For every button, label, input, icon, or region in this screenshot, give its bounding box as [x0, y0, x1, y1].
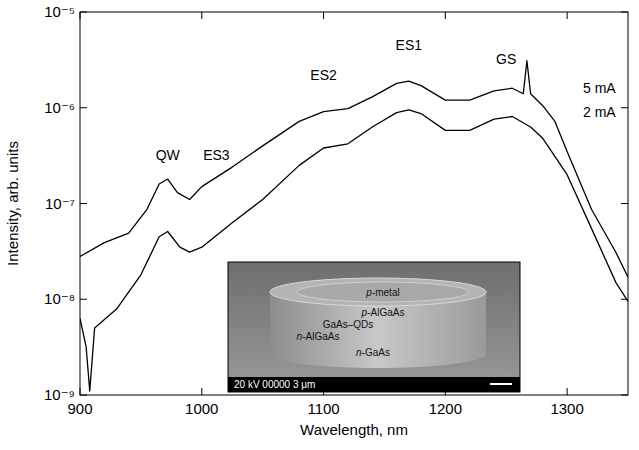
- y-tick-label: 10⁻⁹: [44, 386, 75, 403]
- y-tick-label: 10⁻⁷: [45, 195, 75, 212]
- x-tick: [567, 12, 568, 19]
- y-axis-title: Intensity, arb. units: [4, 141, 21, 266]
- y-tick-label: 10⁻⁶: [44, 99, 75, 116]
- spectrum-line: [80, 61, 628, 277]
- x-tick: [323, 12, 324, 19]
- series-label: 5 mA: [583, 80, 616, 96]
- y-tick: [80, 203, 87, 204]
- x-tick-label: 1000: [185, 400, 218, 417]
- peak-label: ES2: [310, 67, 337, 83]
- inset-caption-band: [228, 377, 520, 392]
- x-tick-label: 1100: [307, 400, 339, 417]
- inset: p-metal p-AlGaAsGaAs–QDsn-AlGaAs n-GaAs 20 …: [228, 262, 520, 392]
- y-tick-label: 10⁻⁸: [44, 290, 75, 307]
- peak-label: ES3: [203, 147, 230, 163]
- inset-label: n-GaAs: [356, 347, 390, 358]
- y-tick-label: 10⁻⁵: [44, 3, 75, 20]
- peak-label: QW: [156, 147, 181, 163]
- spectrum-line: [80, 110, 628, 391]
- inset-label: p-metal: [365, 287, 399, 298]
- x-tick-label: 1200: [429, 400, 462, 417]
- y-tick: [80, 299, 87, 300]
- scale-bar: [490, 383, 512, 385]
- inset-label: p-AlGaAs: [361, 307, 405, 318]
- x-tick: [567, 388, 568, 395]
- peak-label: GS: [496, 51, 516, 67]
- x-tick: [201, 388, 202, 395]
- p-contact: [297, 282, 469, 302]
- plot-frame: [80, 12, 628, 395]
- series-label: 2 mA: [583, 104, 616, 120]
- y-tick: [80, 107, 87, 108]
- x-tick: [201, 12, 202, 19]
- chart: 900100011001200130010⁻⁹10⁻⁸10⁻⁷10⁻⁶10⁻⁵W…: [0, 0, 639, 450]
- y-tick: [621, 203, 628, 204]
- x-tick-label: 1300: [550, 400, 583, 417]
- y-tick: [621, 107, 628, 108]
- x-tick: [445, 12, 446, 19]
- mesa-top: [270, 278, 486, 306]
- peak-label: ES1: [396, 37, 423, 53]
- inset-frame: [228, 262, 520, 392]
- curves: [80, 61, 628, 391]
- inset-caption: 20 kV 00000 3 μm: [234, 379, 315, 390]
- inset-label: n-AlGaAs: [297, 331, 340, 342]
- inset-label: GaAs–QDs: [323, 319, 374, 330]
- x-axis-title: Wavelength, nm: [300, 421, 408, 438]
